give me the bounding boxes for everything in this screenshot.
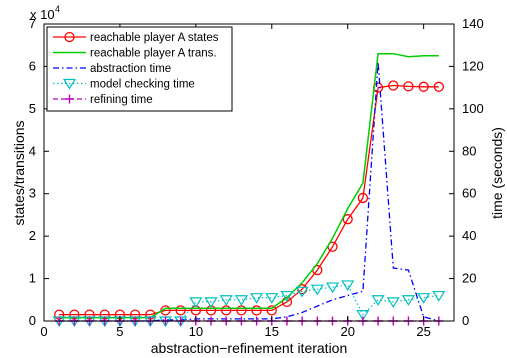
legend-entries: reachable player A states reachable playe… (53, 31, 219, 106)
legend-swatch-marker (62, 78, 77, 90)
legend: reachable player A states reachable playe… (46, 26, 233, 112)
plot-frame (43, 23, 455, 322)
y-right-tick-label: 20 (462, 271, 476, 286)
data-point (204, 297, 218, 309)
y-axis-label-right: time (seconds) (489, 127, 505, 219)
data-point (280, 290, 294, 302)
y-right-tick-label: 60 (462, 186, 476, 201)
x-axis-label: abstraction−refinement iteration (151, 340, 348, 356)
y-left-tick-label: 3 (29, 186, 36, 201)
x-tick-label: 10 (189, 324, 203, 339)
data-point (189, 297, 203, 309)
data-point (403, 81, 414, 92)
y-left-tick-label: 7 (29, 16, 36, 31)
data-point (219, 295, 233, 306)
y-right-tick-label: 40 (462, 228, 476, 243)
y-axis-label-left: states/transitions (11, 120, 27, 225)
y-left-tick-label: 1 (29, 271, 36, 286)
y-right-tick-label: 80 (462, 143, 476, 158)
legend-swatch-marker (64, 31, 75, 43)
y-left-tick-label: 4 (29, 143, 36, 158)
data-point (401, 295, 416, 306)
y-right-tick-label: 0 (462, 313, 469, 328)
data-point (266, 305, 277, 316)
data-point (357, 192, 369, 204)
data-point (234, 295, 248, 306)
data-point (388, 80, 399, 91)
data-point (371, 295, 385, 306)
ticks-layer: 0 5 10 15 20 25 0 1 2 3 4 5 6 7 0 20 40 60 80 100 120 140 (29, 16, 484, 339)
data-point (342, 214, 353, 225)
data-point (418, 81, 429, 92)
data-point (417, 293, 431, 304)
legend-label: reachable player A trans. (90, 48, 217, 60)
y-left-tick-label: 0 (29, 313, 36, 328)
legend-swatch-marker (65, 94, 74, 104)
data-point (386, 297, 400, 309)
legend-label: abstraction time (90, 63, 171, 75)
left-multiplier-exponent: 4 (55, 4, 60, 14)
states-series-line (59, 84, 439, 316)
legend-label: reachable player A states (90, 32, 219, 44)
legend-label: model checking time (90, 79, 195, 91)
data-point (356, 310, 370, 321)
data-point (175, 305, 186, 316)
data-point (341, 280, 355, 292)
left-multiplier-label: x 10 (30, 7, 55, 22)
data-point (251, 305, 262, 316)
x-tick-label: 20 (340, 324, 354, 339)
data-point (433, 81, 444, 92)
y-left-tick-label: 6 (29, 58, 36, 73)
data-point (325, 282, 340, 294)
data-point (432, 290, 446, 302)
x-tick-label: 25 (416, 324, 430, 339)
x-tick-label: 15 (265, 324, 279, 339)
data-point (250, 293, 264, 304)
data-point (265, 293, 279, 304)
y-right-tick-label: 100 (462, 101, 484, 116)
legend-box (46, 26, 233, 112)
x-tick-label: 0 (40, 324, 47, 339)
y-left-tick-label: 5 (29, 101, 36, 116)
legend-label: refining time (90, 94, 153, 106)
y-left-tick-label: 2 (29, 228, 36, 243)
x-tick-label: 5 (116, 324, 123, 339)
data-point (310, 284, 324, 296)
y-right-tick-label: 120 (462, 58, 484, 73)
data-point (295, 286, 309, 298)
y-right-tick-label: 140 (462, 16, 484, 31)
states-series (54, 80, 444, 320)
